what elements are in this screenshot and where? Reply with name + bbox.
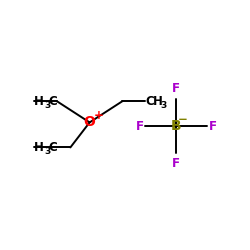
Text: C: C <box>48 141 57 154</box>
Text: C: C <box>146 95 154 108</box>
Text: H: H <box>34 95 44 108</box>
Text: F: F <box>172 82 180 96</box>
Text: F: F <box>172 157 180 170</box>
Text: B: B <box>171 119 181 133</box>
Text: H: H <box>34 141 44 154</box>
Text: F: F <box>209 120 217 133</box>
Text: O: O <box>84 116 96 130</box>
Text: 3: 3 <box>44 101 51 110</box>
Text: F: F <box>136 120 143 133</box>
Text: H: H <box>153 95 163 108</box>
Text: 3: 3 <box>44 147 51 156</box>
Text: 3: 3 <box>160 101 166 110</box>
Text: −: − <box>178 113 188 126</box>
Text: +: + <box>93 108 103 122</box>
Text: C: C <box>48 95 57 108</box>
